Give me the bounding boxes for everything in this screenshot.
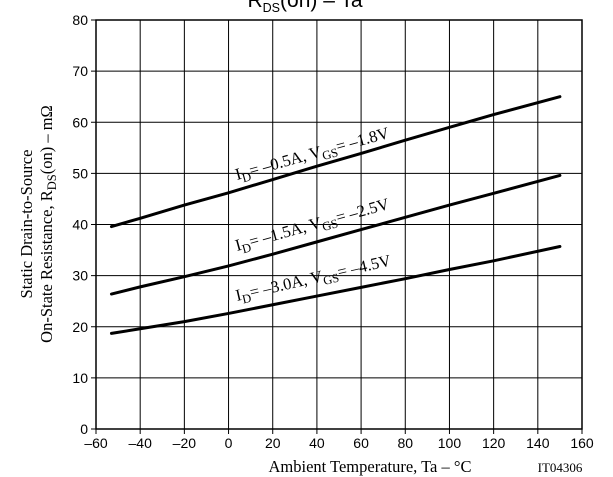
y-tick-label: 70 <box>72 63 88 79</box>
x-tick-label: 100 <box>438 435 462 451</box>
y-axis-label-line1: Static Drain-to-Source <box>17 150 36 299</box>
x-tick-label: –20 <box>173 435 197 451</box>
y-axis-label-line2: On-State Resistance, RDS(on) – mΩ <box>37 105 59 343</box>
x-tick-label: 0 <box>225 435 233 451</box>
series-line-2 <box>109 244 562 335</box>
y-tick-label: 0 <box>80 421 88 437</box>
y-tick-label: 20 <box>72 319 88 335</box>
y-axis-label-line2-pre: On-State Resistance, R <box>37 190 56 343</box>
series-0-label-voltage: = –1.8V <box>334 123 391 156</box>
y-tick-label: 60 <box>72 114 88 130</box>
title-sub: DS <box>263 1 280 15</box>
series-1-label-gs: GS <box>321 216 340 234</box>
x-axis-ticks: –60 –40 –20 0 20 40 60 80 100 120 140 160 <box>84 429 594 451</box>
series-1-label-i: I <box>233 235 243 255</box>
series-line-1 <box>109 173 562 296</box>
series-2-label-gs: GS <box>322 271 341 288</box>
svg-text:ID= –1.5A, VGS= –2.5V: ID= –1.5A, VGS= –2.5V <box>233 194 392 258</box>
series-0-label-d: D <box>240 169 252 185</box>
x-tick-label: 160 <box>570 435 594 451</box>
x-tick-label: 40 <box>309 435 325 451</box>
series-label-1: ID= –1.5A, VGS= –2.5V <box>233 194 392 258</box>
x-tick-label: 60 <box>353 435 369 451</box>
x-tick-label: 140 <box>526 435 550 451</box>
chart-title: RDS(on) – Ta <box>247 0 362 15</box>
y-axis-label-line2-sub: DS <box>45 174 59 190</box>
y-tick-label: 50 <box>72 165 88 181</box>
x-tick-label: –60 <box>84 435 108 451</box>
x-tick-label: 80 <box>397 435 413 451</box>
series-label-0: ID= –0.5A, VGS= –1.8V <box>233 123 392 187</box>
y-tick-label: 10 <box>72 370 88 386</box>
series-2-label-voltage: = –4.5V <box>336 251 393 282</box>
series-2-label-d: D <box>241 291 253 307</box>
y-tick-label: 80 <box>72 12 88 28</box>
series-2-label-i: I <box>234 285 244 305</box>
series-1-label-current: = –1.5A, V <box>247 213 324 251</box>
series-lines <box>109 95 562 335</box>
y-tick-label: 30 <box>72 268 88 284</box>
plot-frame <box>95 19 583 430</box>
series-1-label-voltage: = –2.5V <box>334 194 391 227</box>
x-axis-label: Ambient Temperature, Ta – °C <box>268 457 471 476</box>
x-tick-label: 120 <box>482 435 506 451</box>
y-axis-ticks: 0 10 20 30 40 50 60 70 80 <box>72 12 96 437</box>
x-tick-label: –40 <box>129 435 153 451</box>
series-1-label-d: D <box>240 240 252 256</box>
svg-text:ID= –0.5A, VGS= –1.8V: ID= –0.5A, VGS= –1.8V <box>233 123 392 187</box>
y-tick-label: 40 <box>72 217 88 233</box>
y-axis-label-line2-post: (on) – mΩ <box>37 105 56 174</box>
title-main: R <box>247 0 262 12</box>
figure-id: IT04306 <box>538 460 583 475</box>
series-line-0 <box>109 95 562 229</box>
series-0-label-i: I <box>233 164 243 184</box>
title-rest: (on) – Ta <box>280 0 363 12</box>
series-0-label-gs: GS <box>321 145 340 163</box>
x-tick-label: 20 <box>265 435 281 451</box>
